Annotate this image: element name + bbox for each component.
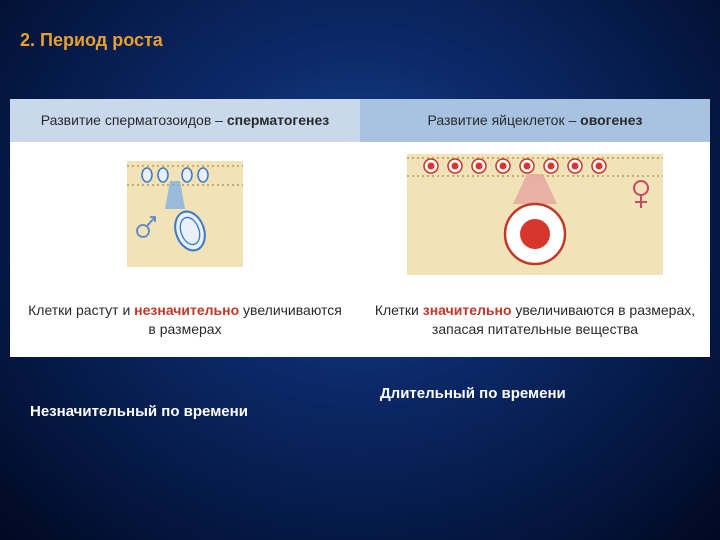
description-row: Клетки растут и незначительно увеличиваю… (10, 287, 710, 357)
diagram-oogenesis (360, 142, 710, 287)
caption-ovo-time: Длительный по времени (360, 385, 710, 420)
header-right-text: Развитие яйцеклеток – (428, 112, 581, 128)
header-right-term: овогенез (580, 112, 642, 128)
ovo-growth-icon (405, 152, 665, 277)
header-left-term: сперматогенез (227, 112, 329, 128)
desc-left-pre: Клетки растут и (28, 302, 134, 318)
bottom-captions: Незначительный по времени Длительный по … (10, 385, 710, 420)
description-oogenesis: Клетки значительно увеличиваются в разме… (360, 287, 710, 357)
header-oogenesis: Развитие яйцеклеток – овогенез (360, 99, 710, 142)
sperm-growth-icon (125, 159, 245, 269)
diagram-row (10, 142, 710, 287)
section-title: 2. Период роста (0, 0, 720, 51)
header-row: Развитие сперматозоидов – сперматогенез … (10, 99, 710, 142)
description-spermatogenesis: Клетки растут и незначительно увеличиваю… (10, 287, 360, 357)
desc-left-emphasis: незначительно (134, 302, 239, 318)
desc-right-pre: Клетки (375, 302, 423, 318)
header-left-text: Развитие сперматозоидов – (41, 112, 227, 128)
header-spermatogenesis: Развитие сперматозоидов – сперматогенез (10, 99, 360, 142)
desc-right-emphasis: значительно (423, 302, 512, 318)
comparison-table: Развитие сперматозоидов – сперматогенез … (10, 99, 710, 357)
diagram-spermatogenesis (10, 142, 360, 287)
caption-sperm-time: Незначительный по времени (10, 385, 360, 420)
